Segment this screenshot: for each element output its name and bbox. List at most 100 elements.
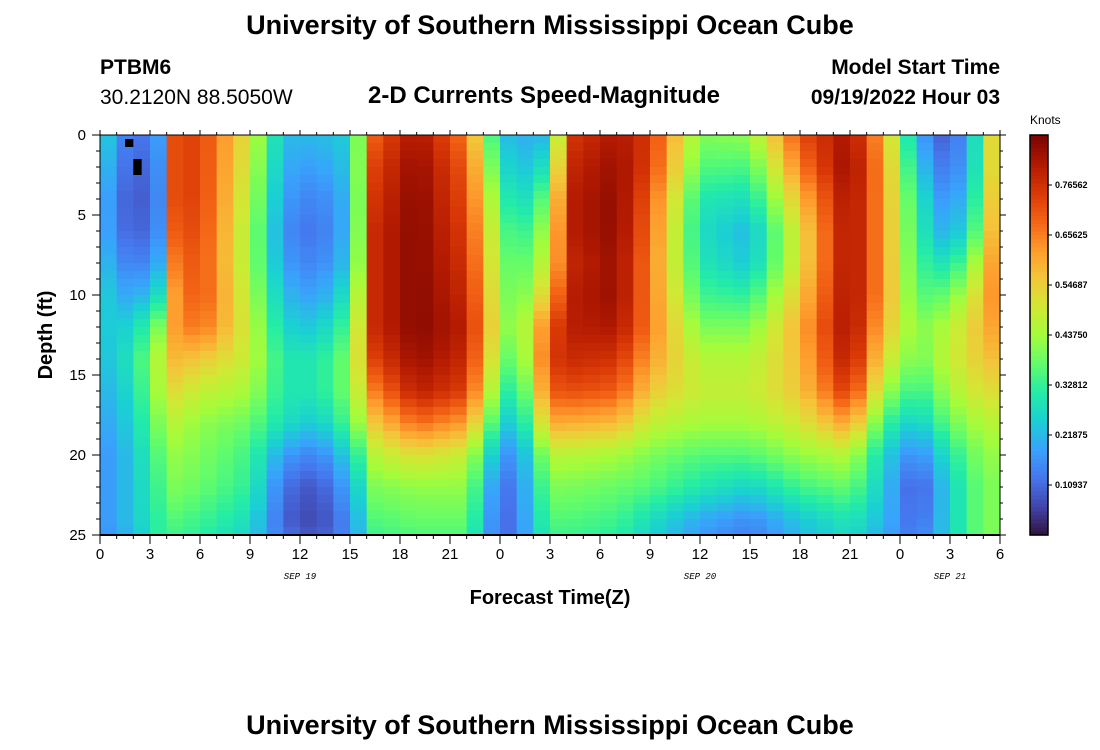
- heatmap-cell: [633, 351, 651, 360]
- heatmap-cell: [333, 359, 351, 368]
- heatmap-cell: [966, 391, 984, 400]
- heatmap-cell: [316, 191, 334, 200]
- heatmap-cell: [166, 279, 184, 288]
- heatmap-cell: [583, 239, 601, 248]
- heatmap-cell: [766, 327, 784, 336]
- heatmap-cell: [700, 351, 718, 360]
- heatmap-cell: [866, 503, 884, 512]
- colorbar-title: Knots: [1030, 113, 1061, 127]
- heatmap-cell: [800, 495, 818, 504]
- heatmap-cell: [900, 159, 918, 168]
- heatmap-cell: [950, 207, 968, 216]
- heatmap-cell: [366, 503, 384, 512]
- heatmap-cell: [366, 351, 384, 360]
- heatmap-cell: [533, 335, 551, 344]
- heatmap-cell: [516, 439, 534, 448]
- heatmap-cell: [950, 503, 968, 512]
- heatmap-cell: [733, 319, 751, 328]
- heatmap-cell: [616, 215, 634, 224]
- heatmap-cell: [183, 143, 201, 152]
- heatmap-cell: [800, 407, 818, 416]
- heatmap-cell: [350, 271, 368, 280]
- heatmap-cell: [600, 343, 618, 352]
- heatmap-cell: [100, 495, 118, 504]
- heatmap-cell: [816, 303, 834, 312]
- heatmap-cell: [750, 423, 768, 432]
- heatmap-cell: [416, 463, 434, 472]
- heatmap-cell: [400, 159, 418, 168]
- heatmap-cell: [283, 311, 301, 320]
- heatmap-cell: [683, 303, 701, 312]
- heatmap-cell: [216, 247, 234, 256]
- heatmap-cell: [750, 151, 768, 160]
- heatmap-cell: [683, 359, 701, 368]
- heatmap-cell: [200, 471, 218, 480]
- heatmap-cell: [216, 255, 234, 264]
- heatmap-cell: [916, 439, 934, 448]
- heatmap-cell: [233, 487, 251, 496]
- heatmap-cell: [733, 415, 751, 424]
- heatmap-cell: [566, 183, 584, 192]
- heatmap-cell: [616, 143, 634, 152]
- heatmap-cell: [283, 199, 301, 208]
- heatmap-cell: [550, 455, 568, 464]
- heatmap-cell: [850, 503, 868, 512]
- heatmap-cell: [150, 295, 168, 304]
- heatmap-cell: [983, 351, 1001, 360]
- heatmap-cell: [516, 151, 534, 160]
- heatmap-cell: [666, 223, 684, 232]
- heatmap-cell: [266, 471, 284, 480]
- heatmap-cell: [233, 399, 251, 408]
- heatmap-cell: [400, 239, 418, 248]
- heatmap-cell: [733, 191, 751, 200]
- heatmap-cell: [300, 167, 318, 176]
- heatmap-cell: [783, 487, 801, 496]
- heatmap-cell: [716, 247, 734, 256]
- heatmap-cell: [483, 151, 501, 160]
- heatmap-cell: [616, 327, 634, 336]
- heatmap-cell: [566, 431, 584, 440]
- heatmap-cell: [500, 463, 518, 472]
- heatmap-cell: [866, 231, 884, 240]
- heatmap-cell: [366, 495, 384, 504]
- x-tick-label: 18: [392, 546, 409, 563]
- heatmap-cell: [150, 231, 168, 240]
- heatmap-cell: [433, 471, 451, 480]
- heatmap-cell: [583, 423, 601, 432]
- heatmap-cell: [516, 183, 534, 192]
- heatmap-cell: [133, 295, 151, 304]
- heatmap-cell: [450, 375, 468, 384]
- heatmap-cell: [116, 335, 134, 344]
- heatmap-cell: [116, 143, 134, 152]
- heatmap-cell: [300, 199, 318, 208]
- heatmap-cell: [666, 487, 684, 496]
- heatmap-cell: [533, 327, 551, 336]
- heatmap-cell: [800, 279, 818, 288]
- heatmap-cell: [666, 335, 684, 344]
- heatmap-cell: [466, 399, 484, 408]
- heatmap-cell: [750, 287, 768, 296]
- heatmap-cell: [350, 351, 368, 360]
- heatmap-cell: [483, 199, 501, 208]
- heatmap-cell: [450, 383, 468, 392]
- heatmap-cell: [350, 279, 368, 288]
- heatmap-cell: [500, 151, 518, 160]
- heatmap-cell: [616, 175, 634, 184]
- heatmap-cell: [133, 343, 151, 352]
- heatmap-cell: [216, 303, 234, 312]
- heatmap-cell: [883, 279, 901, 288]
- heatmap-cell: [383, 511, 401, 520]
- heatmap-cell: [833, 143, 851, 152]
- x-tick-label: 15: [742, 546, 759, 563]
- heatmap-cell: [266, 135, 284, 144]
- heatmap-cell: [850, 335, 868, 344]
- heatmap-cell: [466, 455, 484, 464]
- heatmap-cell: [866, 399, 884, 408]
- heatmap-cell: [933, 199, 951, 208]
- heatmap-cell: [383, 439, 401, 448]
- heatmap-cell: [700, 511, 718, 520]
- heatmap-cell: [383, 143, 401, 152]
- heatmap-cell: [266, 511, 284, 520]
- heatmap-cell: [800, 271, 818, 280]
- heatmap-cell: [833, 503, 851, 512]
